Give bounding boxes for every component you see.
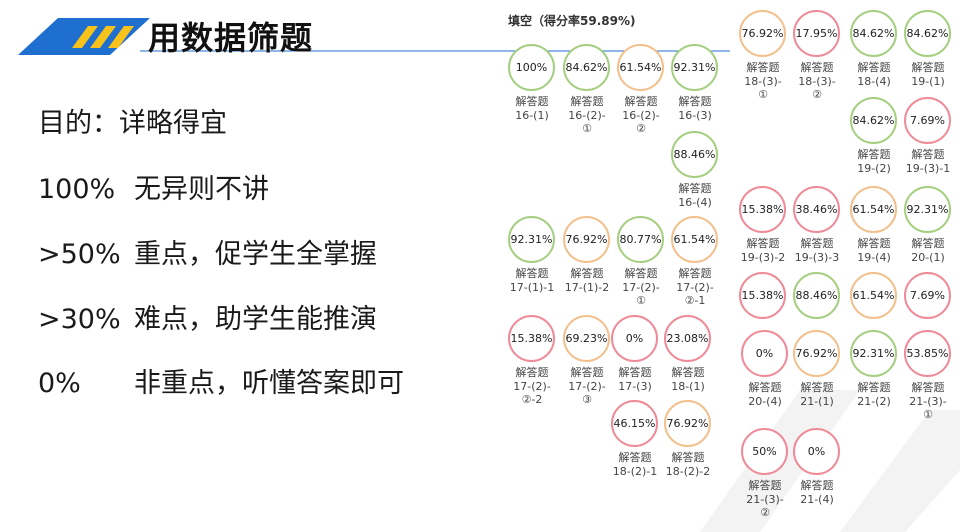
- question-label: 解答题 17-(2)- ①: [622, 267, 660, 307]
- note-threshold: >50%: [38, 239, 121, 270]
- score-circle: 88.46%: [671, 131, 718, 178]
- score-circle: 17.95%: [793, 10, 840, 57]
- score-circle: 84.62%: [850, 10, 897, 57]
- question-label: 解答题 19-(3)-1: [905, 148, 951, 175]
- page-title: 用数据筛题: [148, 19, 314, 57]
- score-circle: 15.38%: [739, 186, 786, 233]
- note-30: >30% 难点，助学生能推演: [38, 300, 377, 340]
- score-circle: 76.92%: [664, 400, 711, 447]
- question-label: 解答题 16-(3): [678, 95, 712, 122]
- stripe-3: [108, 26, 134, 48]
- score-circle: 0%: [611, 315, 658, 362]
- score-circle: 15.38%: [739, 272, 786, 319]
- score-circle: 80.77%: [617, 216, 664, 263]
- score-circle: 0%: [741, 330, 788, 377]
- question-label: 解答题 18-(2)-2: [665, 451, 711, 478]
- note-50: >50% 重点，促学生全掌握: [38, 235, 377, 275]
- score-circle: 46.15%: [611, 400, 658, 447]
- score-circle: 7.69%: [904, 272, 951, 319]
- question-label: 解答题 19-(3)-2: [740, 237, 786, 264]
- score-circle: 7.69%: [904, 97, 951, 144]
- question-label: 解答题 18-(4): [857, 61, 891, 88]
- score-circle: 76.92%: [793, 330, 840, 377]
- score-circle: 76.92%: [739, 10, 786, 57]
- note-100: 100% 无异则不讲: [38, 170, 269, 210]
- question-label: 解答题 17-(1)-2: [564, 267, 610, 294]
- score-circle: 92.31%: [508, 216, 555, 263]
- score-circle: 88.46%: [793, 272, 840, 319]
- question-label: 解答题 17-(2)- ②-2: [513, 366, 551, 406]
- score-circle: 61.54%: [617, 44, 664, 91]
- question-label: 解答题 18-(3)- ①: [744, 61, 782, 101]
- score-circle: 92.31%: [904, 186, 951, 233]
- fill-section-header: 填空（得分率59.89%): [508, 14, 636, 28]
- note-rule: 重点，促学生全掌握: [134, 239, 377, 270]
- question-label: 解答题 17-(3): [618, 366, 652, 393]
- question-label: 解答题 19-(2): [857, 148, 891, 175]
- question-label: 解答题 20-(1): [911, 237, 945, 264]
- header-band: 用数据筛题: [0, 0, 960, 74]
- stripe-2: [90, 26, 116, 48]
- score-circle: 92.31%: [671, 44, 718, 91]
- question-label: 解答题 16-(2)- ②: [622, 95, 660, 135]
- question-label: 解答题 18-(1): [671, 366, 705, 393]
- question-label: 解答题 21-(1): [800, 381, 834, 408]
- score-circle: 53.85%: [904, 330, 951, 377]
- question-label: 解答题 19-(3)-3: [794, 237, 840, 264]
- stripe-1: [72, 26, 98, 48]
- score-circle: 61.54%: [850, 272, 897, 319]
- note-rule: 无异则不讲: [134, 174, 269, 205]
- question-label: 解答题 19-(1): [911, 61, 945, 88]
- note-rule: 非重点，听懂答案即可: [134, 368, 404, 399]
- score-circle: 15.38%: [508, 315, 555, 362]
- note-threshold: 0%: [38, 368, 81, 399]
- score-circle: 76.92%: [563, 216, 610, 263]
- score-circle: 23.08%: [664, 315, 711, 362]
- question-label: 解答题 21-(3)- ②: [746, 479, 784, 519]
- score-circle: 61.54%: [671, 216, 718, 263]
- note-0: 0% 非重点，听懂答案即可: [38, 364, 404, 404]
- score-circle: 100%: [508, 44, 555, 91]
- question-label: 解答题 17-(2)- ③: [568, 366, 606, 406]
- question-label: 解答题 16-(4): [678, 182, 712, 209]
- question-label: 解答题 19-(4): [857, 237, 891, 264]
- question-label: 解答题 21-(2): [857, 381, 891, 408]
- note-purpose: 目的：详略得宜: [38, 104, 227, 144]
- score-circle: 84.62%: [904, 10, 951, 57]
- question-label: 解答题 17-(2)- ②-1: [676, 267, 714, 307]
- question-label: 解答题 18-(3)- ②: [798, 61, 836, 101]
- question-label: 解答题 21-(4): [800, 479, 834, 506]
- question-label: 解答题 18-(2)-1: [612, 451, 658, 478]
- note-threshold: 100%: [38, 174, 116, 205]
- note-rule: 难点，助学生能推演: [134, 304, 377, 335]
- score-circle: 50%: [741, 428, 788, 475]
- question-label: 解答题 17-(1)-1: [509, 267, 555, 294]
- score-circle: 0%: [793, 428, 840, 475]
- score-circle: 69.23%: [563, 315, 610, 362]
- score-circle: 38.46%: [793, 186, 840, 233]
- score-circle: 84.62%: [850, 97, 897, 144]
- question-label: 解答题 16-(2)- ①: [568, 95, 606, 135]
- score-circle: 92.31%: [850, 330, 897, 377]
- question-label: 解答题 16-(1): [515, 95, 549, 122]
- note-threshold: >30%: [38, 304, 121, 335]
- question-label: 解答题 20-(4): [748, 381, 782, 408]
- note-text: 目的：详略得宜: [38, 108, 227, 139]
- question-label: 解答题 21-(3)- ①: [909, 381, 947, 421]
- score-circle: 61.54%: [850, 186, 897, 233]
- score-circle: 84.62%: [563, 44, 610, 91]
